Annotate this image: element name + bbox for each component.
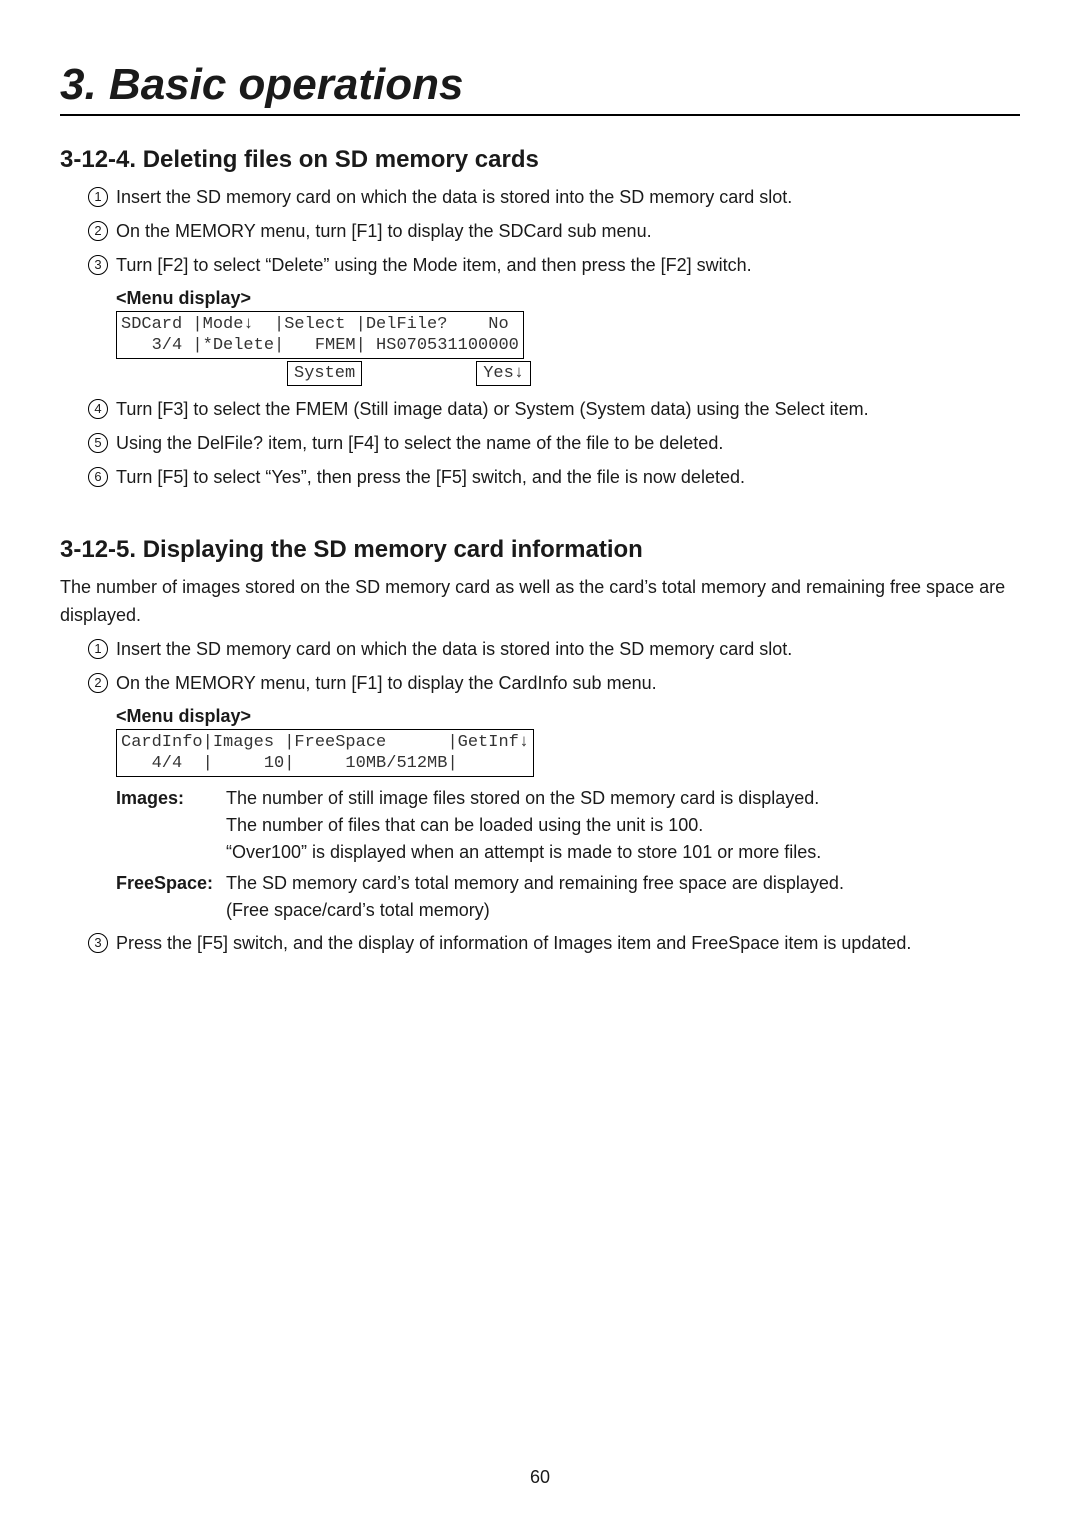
menu-extra-cells: System Yes↓	[287, 361, 1020, 386]
step-row: 2 On the MEMORY menu, turn [F1] to displ…	[88, 218, 1020, 246]
menu-line: SDCard |Mode↓ |Select |DelFile? No	[121, 315, 519, 334]
menu-cell-system: System	[287, 361, 362, 386]
step-text: Insert the SD memory card on which the d…	[116, 184, 792, 212]
step-row: 3 Turn [F2] to select “Delete” using the…	[88, 252, 1020, 280]
menu-display-label: <Menu display>	[116, 288, 1020, 309]
section-title-info: 3-12-5. Displaying the SD memory card in…	[60, 536, 1020, 564]
def-row-freespace: FreeSpace: The SD memory card’s total me…	[116, 870, 1020, 924]
step-text: Turn [F2] to select “Delete” using the M…	[116, 252, 752, 280]
step-row: 1 Insert the SD memory card on which the…	[88, 184, 1020, 212]
step-number-icon: 2	[88, 673, 108, 693]
def-line: (Free space/card’s total memory)	[226, 900, 490, 920]
step-text: Turn [F3] to select the FMEM (Still imag…	[116, 396, 869, 424]
def-term: Images:	[116, 785, 226, 866]
menu-line: 4/4 | 10| 10MB/512MB|	[121, 754, 529, 773]
menu-display-block: <Menu display> SDCard |Mode↓ |Select |De…	[116, 288, 1020, 387]
step-text: Insert the SD memory card on which the d…	[116, 636, 792, 664]
def-line: “Over100” is displayed when an attempt i…	[226, 842, 821, 862]
step-row: 6 Turn [F5] to select “Yes”, then press …	[88, 464, 1020, 492]
step-row: 1 Insert the SD memory card on which the…	[88, 636, 1020, 664]
step-row: 5 Using the DelFile? item, turn [F4] to …	[88, 430, 1020, 458]
step-text: Using the DelFile? item, turn [F4] to se…	[116, 430, 723, 458]
step-text: On the MEMORY menu, turn [F1] to display…	[116, 218, 652, 246]
step-number-icon: 1	[88, 639, 108, 659]
def-line: The number of files that can be loaded u…	[226, 815, 703, 835]
step-row: 3 Press the [F5] switch, and the display…	[88, 930, 1020, 958]
menu-cell-yes: Yes↓	[476, 361, 531, 386]
step-number-icon: 6	[88, 467, 108, 487]
page: 3. Basic operations 3-12-4. Deleting fil…	[0, 0, 1080, 1524]
step-number-icon: 5	[88, 433, 108, 453]
def-line: The SD memory card’s total memory and re…	[226, 873, 844, 893]
step-number-icon: 2	[88, 221, 108, 241]
step-row: 4 Turn [F3] to select the FMEM (Still im…	[88, 396, 1020, 424]
def-line: The number of still image files stored o…	[226, 788, 819, 808]
menu-display-box: SDCard |Mode↓ |Select |DelFile? No 3/4 |…	[116, 311, 524, 360]
page-number: 60	[0, 1467, 1080, 1488]
chapter-title: 3. Basic operations	[60, 60, 1020, 110]
step-row: 2 On the MEMORY menu, turn [F1] to displ…	[88, 670, 1020, 698]
menu-display-label: <Menu display>	[116, 706, 1020, 727]
section2-body: 1 Insert the SD memory card on which the…	[88, 636, 1020, 964]
def-body: The SD memory card’s total memory and re…	[226, 870, 1020, 924]
step-text: Turn [F5] to select “Yes”, then press th…	[116, 464, 745, 492]
step-text: On the MEMORY menu, turn [F1] to display…	[116, 670, 657, 698]
section1-body: 1 Insert the SD memory card on which the…	[88, 184, 1020, 498]
step-number-icon: 3	[88, 255, 108, 275]
menu-line: 3/4 |*Delete| FMEM| HS070531100000	[121, 336, 519, 355]
step-number-icon: 1	[88, 187, 108, 207]
step-number-icon: 4	[88, 399, 108, 419]
menu-line: CardInfo|Images |FreeSpace |GetInf↓	[121, 733, 529, 752]
section-title-delete: 3-12-4. Deleting files on SD memory card…	[60, 146, 1020, 174]
menu-display-box: CardInfo|Images |FreeSpace |GetInf↓ 4/4 …	[116, 729, 534, 778]
section2-intro: The number of images stored on the SD me…	[60, 574, 1020, 630]
def-body: The number of still image files stored o…	[226, 785, 1020, 866]
divider	[60, 114, 1020, 116]
step-text: Press the [F5] switch, and the display o…	[116, 930, 911, 958]
step-number-icon: 3	[88, 933, 108, 953]
def-row-images: Images: The number of still image files …	[116, 785, 1020, 866]
menu-display-block: <Menu display> CardInfo|Images |FreeSpac…	[116, 706, 1020, 786]
def-term: FreeSpace:	[116, 870, 226, 924]
